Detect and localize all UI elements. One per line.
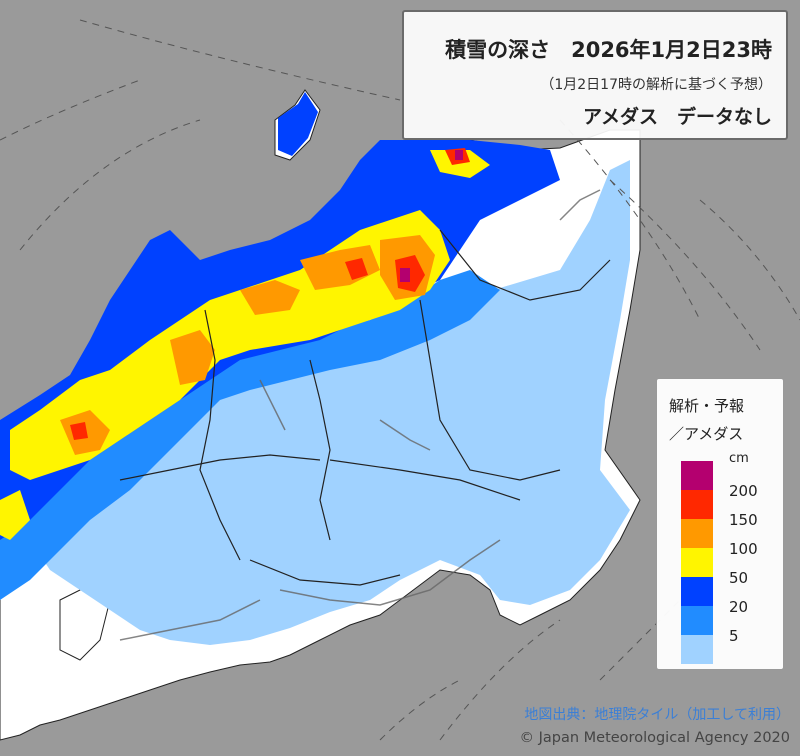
legend-swatch — [681, 461, 713, 490]
rivers-roads — [119, 189, 601, 641]
legend-header-amedas: ／アメダス — [669, 425, 744, 443]
legend-label-5: 5 — [729, 627, 739, 645]
legend-swatch — [681, 577, 713, 606]
snow-depth-legend: 解析・予報 ／アメダス cm 200 150 100 50 20 5 — [656, 378, 784, 670]
legend-swatch — [681, 519, 713, 548]
legend-label-50: 50 — [729, 569, 749, 587]
legend-unit: cm — [729, 451, 749, 466]
legend-label-20: 20 — [729, 598, 749, 616]
legend-label-100: 100 — [729, 540, 758, 558]
legend-swatch — [681, 606, 713, 635]
grid-lines — [0, 19, 800, 741]
prefecture-borders — [119, 229, 611, 586]
legend-label-150: 150 — [729, 511, 758, 529]
legend-swatch — [681, 635, 713, 664]
forecast-basis-note: （1月2日17時の解析に基づく予想） — [540, 77, 772, 93]
amedas-no-data-note: アメダス データなし — [582, 106, 772, 128]
legend-header-analysis: 解析・予報 — [669, 397, 745, 415]
snow-orange — [60, 235, 435, 455]
legend-swatch — [681, 548, 713, 577]
snow-light-blue — [30, 160, 630, 645]
snow-mid-blue — [0, 270, 500, 600]
snow-deep-purple — [400, 150, 463, 282]
legend-swatch — [681, 490, 713, 519]
map-title: 積雪の深さ 2026年1月2日23時 — [445, 38, 772, 62]
map-source-credit: 地図出典：地理院タイル（加工して利用） — [524, 707, 790, 723]
legend-label-200: 200 — [729, 482, 758, 500]
copyright-notice: © Japan Meteorological Agency 2020 — [519, 730, 790, 746]
title-box: 積雪の深さ 2026年1月2日23時 （1月2日17時の解析に基づく予想） アメ… — [402, 10, 788, 140]
